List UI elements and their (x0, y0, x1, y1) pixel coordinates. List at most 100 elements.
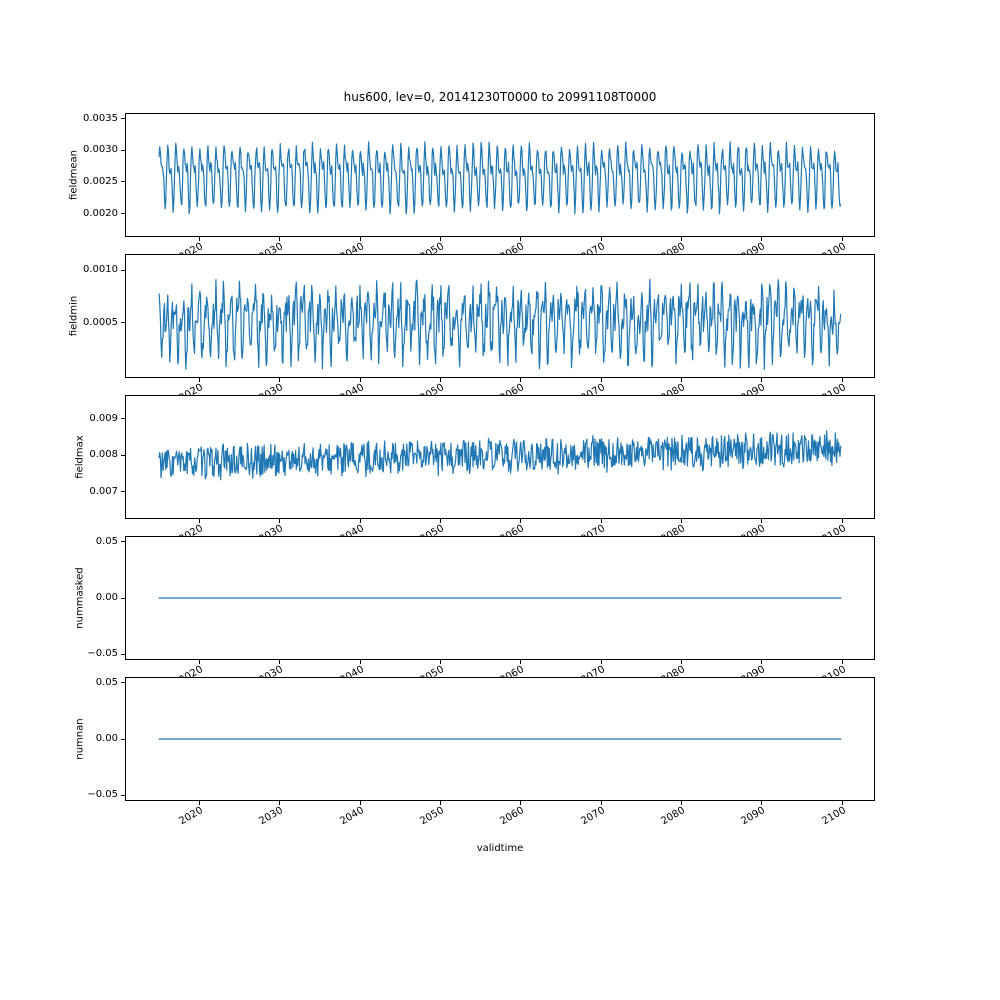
y-tick-label: 0.007 (89, 485, 118, 497)
subplot-numnan: numnan −0.05 0.00 0.05 2020 2030 2040 2050 2060 2… (0, 676, 1000, 827)
x-tick-mark (279, 660, 281, 664)
x-tick-mark (680, 237, 682, 241)
x-tick-mark (761, 237, 763, 241)
x-tick-mark (439, 660, 441, 664)
y-tick-mark (121, 213, 125, 215)
x-tick-label: 2090 (739, 805, 768, 828)
x-tick-label: 2070 (578, 805, 607, 828)
x-tick-mark (680, 660, 682, 664)
y-tick-mark (121, 322, 125, 324)
y-tick-label: 0.0020 (83, 207, 118, 219)
x-tick-mark (279, 801, 281, 805)
x-tick-mark (359, 378, 361, 382)
x-tick-mark (359, 660, 361, 664)
x-tick-mark (841, 660, 843, 664)
y-tick-mark (121, 682, 125, 684)
y-tick-label: 0.05 (95, 676, 118, 688)
y-tick-mark (121, 454, 125, 456)
x-tick-mark (198, 519, 200, 523)
y-tick-mark (121, 149, 125, 151)
x-tick-mark (680, 519, 682, 523)
line-plot-fieldmin (158, 278, 842, 371)
x-tick-label: 2050 (418, 805, 446, 828)
line-plot-fieldmean (158, 141, 842, 215)
x-tick-mark (761, 378, 763, 382)
x-tick-mark (841, 801, 843, 805)
y-tick-mark (121, 794, 125, 796)
y-tick-mark (121, 738, 125, 740)
x-axis-label: validtime (476, 843, 524, 854)
y-tick-mark (121, 181, 125, 183)
line-plot-nummasked (158, 597, 842, 599)
y-tick-mark (121, 418, 125, 420)
x-tick-mark (600, 378, 602, 382)
y-tick-label: 0.0005 (83, 316, 118, 328)
subplot-fieldmax: fieldmax 0.007 0.008 0.009 2020 2030 2040 2050 2… (0, 395, 1000, 545)
x-tick-label: 2040 (337, 805, 366, 828)
y-tick-mark (121, 653, 125, 655)
x-tick-mark (761, 801, 763, 805)
x-tick-label: 2080 (659, 805, 687, 828)
series-line-fieldmin (158, 278, 842, 371)
x-tick-mark (359, 801, 361, 805)
y-tick-mark (121, 597, 125, 599)
x-tick-mark (198, 660, 200, 664)
subplot-fieldmin: fieldmin 0.0005 0.0010 2020 2030 2040 2050 2060… (0, 254, 1000, 404)
x-tick-mark (439, 801, 441, 805)
y-tick-label: −0.05 (87, 648, 118, 660)
x-tick-label: 2100 (820, 805, 848, 828)
x-tick-mark (439, 519, 441, 523)
x-tick-mark (600, 519, 602, 523)
subplot-nummasked: nummasked −0.05 0.00 0.05 2020 2030 2040 2050 20… (0, 535, 1000, 686)
x-tick-mark (520, 801, 522, 805)
y-tick-label: 0.0010 (83, 264, 118, 276)
x-tick-mark (680, 801, 682, 805)
y-tick-mark (121, 491, 125, 493)
x-tick-mark (600, 801, 602, 805)
x-tick-mark (198, 801, 200, 805)
y-tick-label: 0.0035 (83, 112, 118, 124)
x-tick-mark (841, 237, 843, 241)
y-tick-label: 0.008 (89, 449, 118, 461)
x-tick-label: 2060 (498, 805, 527, 828)
y-tick-label: 0.05 (95, 535, 118, 547)
y-tick-label: 0.0030 (83, 144, 118, 156)
x-tick-mark (520, 237, 522, 241)
y-tick-mark (121, 269, 125, 271)
x-tick-mark (198, 237, 200, 241)
y-tick-label: 0.00 (95, 733, 118, 744)
x-tick-mark (439, 378, 441, 382)
x-tick-mark (761, 519, 763, 523)
x-tick-mark (841, 378, 843, 382)
x-tick-mark (600, 237, 602, 241)
y-tick-label: 0.00 (95, 592, 118, 603)
x-tick-mark (279, 378, 281, 382)
x-tick-mark (359, 237, 361, 241)
x-tick-mark (198, 378, 200, 382)
plot-area-fieldmax (125, 395, 875, 519)
x-tick-mark (520, 660, 522, 664)
y-tick-mark (121, 541, 125, 543)
series-line-fieldmax (158, 430, 842, 481)
x-tick-mark (841, 519, 843, 523)
line-plot-fieldmax (158, 430, 842, 481)
y-tick-label: 0.009 (89, 412, 118, 424)
x-tick-mark (520, 378, 522, 382)
y-tick-label: 0.0025 (83, 175, 118, 187)
line-plot-numnan (158, 738, 842, 740)
chart-title: hus600, lev=0, 20141230T0000 to 20991108… (343, 90, 657, 104)
x-tick-mark (279, 519, 281, 523)
x-tick-mark (761, 660, 763, 664)
x-tick-mark (600, 660, 602, 664)
subplot-fieldmean: fieldmean 0.0020 0.0025 0.0030 0.0035 2020 203… (0, 112, 1000, 263)
y-tick-label: −0.05 (87, 789, 118, 801)
x-tick-label: 2030 (257, 805, 286, 828)
series-line-fieldmean (158, 141, 842, 215)
x-tick-mark (680, 378, 682, 382)
y-tick-mark (121, 118, 125, 120)
x-tick-mark (279, 237, 281, 241)
x-tick-mark (520, 519, 522, 523)
x-tick-label: 2020 (177, 805, 205, 828)
